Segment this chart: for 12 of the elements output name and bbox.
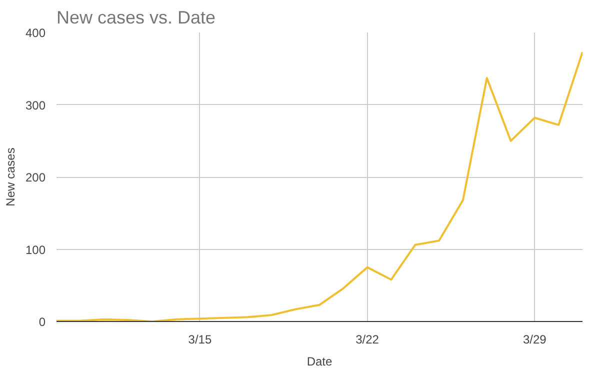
- y-tick-label: 300: [25, 98, 46, 112]
- x-tick-label: 3/29: [523, 332, 547, 346]
- line-series: [56, 51, 582, 322]
- chart-title: New cases vs. Date: [56, 8, 216, 28]
- y-tick-label: 0: [38, 315, 46, 329]
- x-axis-title: Date: [306, 354, 332, 368]
- x-tick-label: 3/22: [356, 332, 380, 346]
- y-tick-label: 200: [25, 170, 46, 184]
- y-tick-label: 100: [25, 242, 46, 257]
- x-tick-label: 3/15: [188, 332, 212, 346]
- y-axis-title: New cases: [3, 148, 18, 206]
- y-tick-label: 400: [25, 26, 46, 40]
